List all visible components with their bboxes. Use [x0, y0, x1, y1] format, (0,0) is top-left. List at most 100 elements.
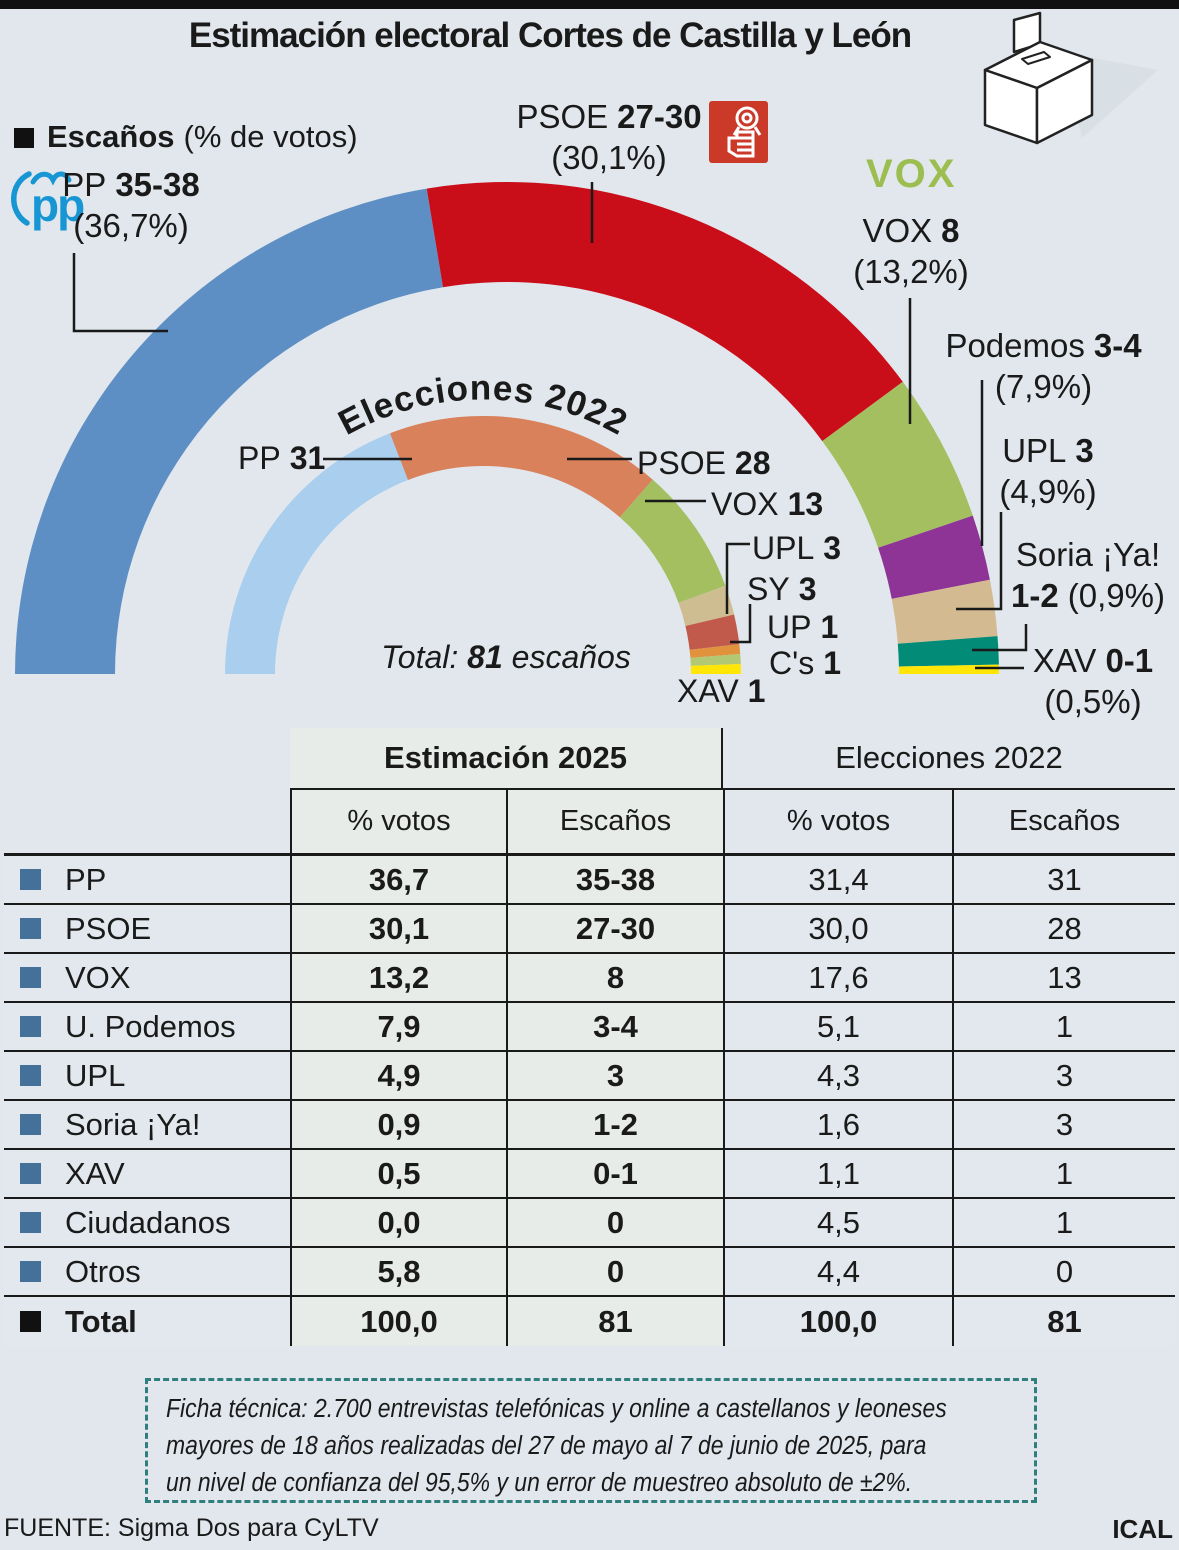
seats-2025-cell: 3: [506, 1052, 723, 1099]
arc-2022-cs: [690, 654, 741, 666]
label-soria-2025-name: Soria ¡Ya!: [1015, 536, 1161, 573]
table-row: Otros 5,8 0 4,4 0: [4, 1248, 1175, 1297]
seats-2025-cell: 1-2: [506, 1101, 723, 1148]
votes-2022-cell: 1,6: [723, 1101, 952, 1148]
seats-2025-cell: 81: [506, 1297, 723, 1346]
table-row: PP 36,7 35-38 31,4 31: [4, 856, 1175, 905]
row-bullet-icon: [20, 869, 41, 890]
group-header-2022: Elecciones 2022: [723, 728, 1175, 790]
seats-2025-cell: 0: [506, 1248, 723, 1295]
seats-2022-cell: 1: [952, 1150, 1175, 1197]
arc-2025-soria: [897, 636, 999, 667]
arc-2022-upl: [678, 585, 735, 626]
psoe-logo-rose: [735, 106, 759, 130]
table-row: Soria ¡Ya! 0,9 1-2 1,6 3: [4, 1101, 1175, 1150]
row-bullet-icon: [20, 1261, 41, 1282]
party-name-cell: UPL: [4, 1052, 290, 1099]
source-credit: FUENTE: Sigma Dos para CyLTV: [4, 1514, 379, 1542]
seats-2022-cell: 3: [952, 1101, 1175, 1148]
row-bullet-icon: [20, 1016, 41, 1037]
results-table: Estimación 2025 Elecciones 2022 % votos …: [4, 728, 1175, 1346]
arc-2022-up: [689, 644, 741, 658]
arc-2022-sy: [685, 614, 740, 650]
arc-2022-vox: [619, 479, 726, 603]
pp-logo-paren: [11, 171, 32, 226]
row-bullet-icon: [20, 1114, 41, 1135]
psoe-logo: [709, 101, 768, 163]
votes-2025-cell: 100,0: [290, 1297, 506, 1346]
ballot-box-icon: [983, 11, 1094, 145]
leader-soria-2025: [972, 624, 1028, 652]
subheader-empty: [4, 790, 290, 853]
label-xav-2025-pct: (0,5%): [1044, 683, 1142, 720]
ring-2022: [224, 415, 741, 674]
seats-2022-cell: 1: [952, 1199, 1175, 1246]
votes-2022-cell: 4,3: [723, 1052, 952, 1099]
label-upl-2025: UPL 3 (4,9%): [948, 430, 1148, 512]
leader-upl-2025: [956, 512, 1003, 611]
party-name-cell: Otros: [4, 1248, 290, 1295]
label-psoe-2025: PSOE 27-30 (30,1%): [499, 96, 719, 178]
votes-2025-cell: 0,9: [290, 1101, 506, 1148]
votes-2022-cell: 17,6: [723, 954, 952, 1001]
pp-logo: pp: [11, 171, 86, 231]
arc-2022-pp: [224, 433, 408, 674]
label-soria-2025-seats: 1-2 (0,9%): [1011, 577, 1165, 614]
subheader-votes-2022: % votos: [723, 790, 952, 853]
votes-2025-cell: 30,1: [290, 905, 506, 952]
row-bullet-icon: [20, 1065, 41, 1086]
label-upl-2022: UPL 3: [752, 530, 842, 566]
pp-logo-text: pp: [31, 179, 84, 231]
label-pp-2025: PP 35-38 (36,7%): [26, 164, 236, 246]
arc-2025-psoe: [426, 182, 903, 442]
seats-2025-cell: 8: [506, 954, 723, 1001]
label-sy-2022: SY 3: [747, 571, 817, 607]
seats-2025-cell: 3-4: [506, 1003, 723, 1050]
seats-2022-cell: 0: [952, 1248, 1175, 1295]
label-pp-2022: PP 31: [238, 440, 326, 476]
party-name-cell: Total: [4, 1297, 290, 1346]
seats-2025-cell: 0: [506, 1199, 723, 1246]
votes-2022-cell: 1,1: [723, 1150, 952, 1197]
label-psoe-2025-pct: (30,1%): [551, 139, 667, 176]
seats-2022-cell: 13: [952, 954, 1175, 1001]
party-name-cell: PSOE: [4, 905, 290, 952]
votes-2025-cell: 0,0: [290, 1199, 506, 1246]
ring-2025: [15, 182, 999, 674]
label-podemos-2025-seats: Podemos 3-4: [945, 327, 1142, 364]
subheader-seats-2022: Escaños: [952, 790, 1175, 853]
label-vox-2025: VOX 8 (13,2%): [811, 210, 1011, 292]
group-header-2025: Estimación 2025: [290, 728, 723, 790]
seats-2025-cell: 27-30: [506, 905, 723, 952]
label-xav-2022: XAV 1: [677, 673, 766, 709]
label-cs-2022: C's 1: [769, 645, 842, 681]
seats-2022-cell: 3: [952, 1052, 1175, 1099]
ballot-box-right-face: [1035, 58, 1094, 145]
votes-2022-cell: 4,5: [723, 1199, 952, 1246]
table-subheader-row: % votos Escaños % votos Escaños: [4, 790, 1175, 856]
label-xav-2025-seats: XAV 0-1: [1032, 642, 1154, 679]
leader-upl-2022: [725, 542, 750, 614]
table-row: XAV 0,5 0-1 1,1 1: [4, 1150, 1175, 1199]
votes-2025-cell: 4,9: [290, 1052, 506, 1099]
party-name-cell: PP: [4, 856, 290, 903]
arc-2025-xav: [898, 664, 999, 674]
half-donut-chart: Elecciones 2022 pp: [11, 11, 1158, 674]
seats-2022-cell: 81: [952, 1297, 1175, 1346]
label-soria-2025: Soria ¡Ya! 1-2 (0,9%): [1002, 534, 1174, 616]
seats-2025-cell: 0-1: [506, 1150, 723, 1197]
technical-note-line: Ficha técnica: 2.700 entrevistas telefón…: [166, 1395, 947, 1423]
ballot-box-slot: [1021, 51, 1051, 65]
group-header-empty: [4, 728, 290, 790]
seats-2022-cell: 1: [952, 1003, 1175, 1050]
chart-legend: Escaños (% de votos): [14, 119, 358, 155]
row-bullet-icon: [20, 1212, 41, 1233]
votes-2022-cell: 30,0: [723, 905, 952, 952]
leader-up-2022: [730, 604, 752, 644]
total-seats-label: Total: 81 escaños: [381, 639, 631, 675]
arc-2025-vox: [822, 381, 973, 548]
arc-2025-upl: [891, 579, 998, 644]
label-upl-2025-seats: UPL 3: [1002, 432, 1094, 469]
table-row: PSOE 30,1 27-30 30,0 28: [4, 905, 1175, 954]
